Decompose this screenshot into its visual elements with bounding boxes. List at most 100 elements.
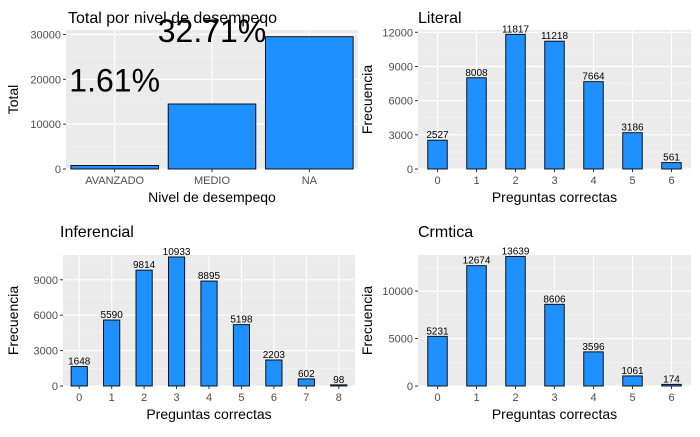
bar-1 [466, 265, 487, 387]
x-tick-label: 4 [590, 392, 596, 404]
bar-1 [103, 319, 121, 387]
y-tick-label: 9000 [34, 275, 58, 287]
bar-6 [265, 359, 283, 387]
bar-2 [135, 269, 153, 387]
y-tick-label: 0 [55, 164, 61, 176]
data-label: 5590 [101, 310, 124, 321]
x-tick-label: 6 [271, 392, 277, 404]
x-tick-label: 5 [629, 392, 635, 404]
x-tick-label: 3 [551, 175, 557, 187]
y-tick-label: 0 [52, 381, 58, 393]
x-tick-label: 1 [473, 175, 479, 187]
data-label: 7664 [582, 72, 605, 83]
bar-3 [167, 256, 186, 387]
x-axis-label: Preguntas correctas [146, 406, 271, 422]
x-tick-label: 5 [629, 175, 635, 187]
bar-4 [583, 351, 604, 387]
bar-AVANZADO [70, 165, 159, 170]
percent-annotation: 1.61% [69, 62, 160, 98]
y-tick-label: 5000 [389, 334, 413, 346]
y-tick-label: 10000 [30, 119, 61, 131]
chart-title: Total por nivel de desempeqo [68, 10, 277, 27]
bar-4 [200, 280, 218, 387]
data-label: 8895 [198, 271, 221, 282]
x-tick-label: 4 [590, 175, 596, 187]
data-label: 3186 [621, 123, 644, 134]
x-tick-label: 6 [668, 392, 674, 404]
x-tick-label: 7 [303, 392, 309, 404]
data-label: 3596 [582, 342, 605, 353]
chart-title: Literal [418, 10, 462, 27]
data-label: 12674 [463, 256, 491, 267]
y-axis-label: Frecuencia [5, 286, 21, 355]
y-tick-label: 10000 [382, 286, 413, 298]
x-tick-label: 0 [434, 175, 440, 187]
bar-1 [466, 77, 487, 170]
x-tick-label: 6 [668, 175, 674, 187]
y-tick-label: 0 [407, 381, 413, 393]
y-tick-label: 30000 [30, 29, 61, 41]
y-tick-label: 6000 [34, 310, 58, 322]
literal-panel: 0 3000 6000 9000 12000 2527 8008 11817 11218 7664… [359, 10, 691, 205]
bar-NA [265, 36, 354, 170]
data-label: 5198 [230, 315, 253, 326]
x-tick-label: 8 [336, 392, 342, 404]
data-label: 602 [298, 369, 315, 380]
bar-7 [297, 378, 315, 387]
bar-MEDIO [167, 103, 257, 170]
data-label: 561 [663, 153, 680, 164]
percent-annotation: 32.71% [158, 13, 267, 49]
inferencial-panel: 0300060009000164855909814109338895519822… [5, 224, 355, 422]
data-label: 1648 [68, 357, 91, 368]
bar-3 [544, 40, 565, 170]
chart-title: Inferencial [60, 224, 134, 241]
y-axis-label: Frecuencia [359, 65, 375, 134]
critica-panel: 0500010000523112674136398606359610611740… [359, 224, 691, 422]
y-tick-label: 3000 [34, 346, 58, 358]
x-tick-label: 0 [434, 392, 440, 404]
y-tick-label: 3000 [389, 130, 413, 142]
data-label: 13639 [502, 247, 530, 258]
bar-0 [427, 139, 448, 170]
x-tick-label: 1 [109, 392, 115, 404]
x-tick-label: 0 [76, 392, 82, 404]
y-axis-label: Total [5, 85, 21, 115]
x-tick-label: 5 [238, 392, 244, 404]
data-label: 174 [663, 374, 680, 385]
data-label: 1061 [621, 366, 644, 377]
x-tick-label: 2 [512, 392, 518, 404]
bar-4 [583, 81, 604, 170]
chart-title: Crmtica [418, 224, 473, 241]
x-tick-label: 1 [473, 392, 479, 404]
x-axis-label: Nivel de desempeqo [148, 189, 276, 205]
x-tick-label: 3 [551, 392, 557, 404]
data-label: 11817 [502, 24, 530, 35]
data-label: 9814 [133, 260, 156, 271]
x-tick-label: MEDIO [194, 175, 231, 187]
data-label: 98 [333, 375, 345, 386]
x-tick-label: 3 [173, 392, 179, 404]
x-tick-label: NA [302, 175, 318, 187]
bar-2 [505, 33, 526, 170]
data-label: 10933 [163, 247, 191, 258]
data-label: 8606 [543, 294, 566, 305]
bar-0 [70, 366, 88, 387]
y-tick-label: 6000 [389, 96, 413, 108]
data-label: 5231 [426, 326, 449, 337]
data-label: 8008 [465, 68, 488, 79]
bar-5 [622, 375, 643, 387]
x-axis-label: Preguntas correctas [492, 189, 617, 205]
y-tick-label: 12000 [382, 27, 413, 39]
total-panel: 0 10000 20000 30000 AVANZADO MEDIO NA 1.61% 32.7… [5, 10, 358, 205]
x-axis-label: Preguntas correctas [492, 406, 617, 422]
y-tick-label: 20000 [30, 74, 61, 86]
bar-0 [427, 335, 448, 387]
y-tick-label: 9000 [389, 61, 413, 73]
data-label: 2203 [263, 350, 286, 361]
bar-3 [544, 303, 565, 387]
y-axis-label: Frecuencia [359, 286, 375, 355]
x-tick-label: AVANZADO [85, 175, 144, 187]
data-label: 2527 [426, 130, 449, 141]
